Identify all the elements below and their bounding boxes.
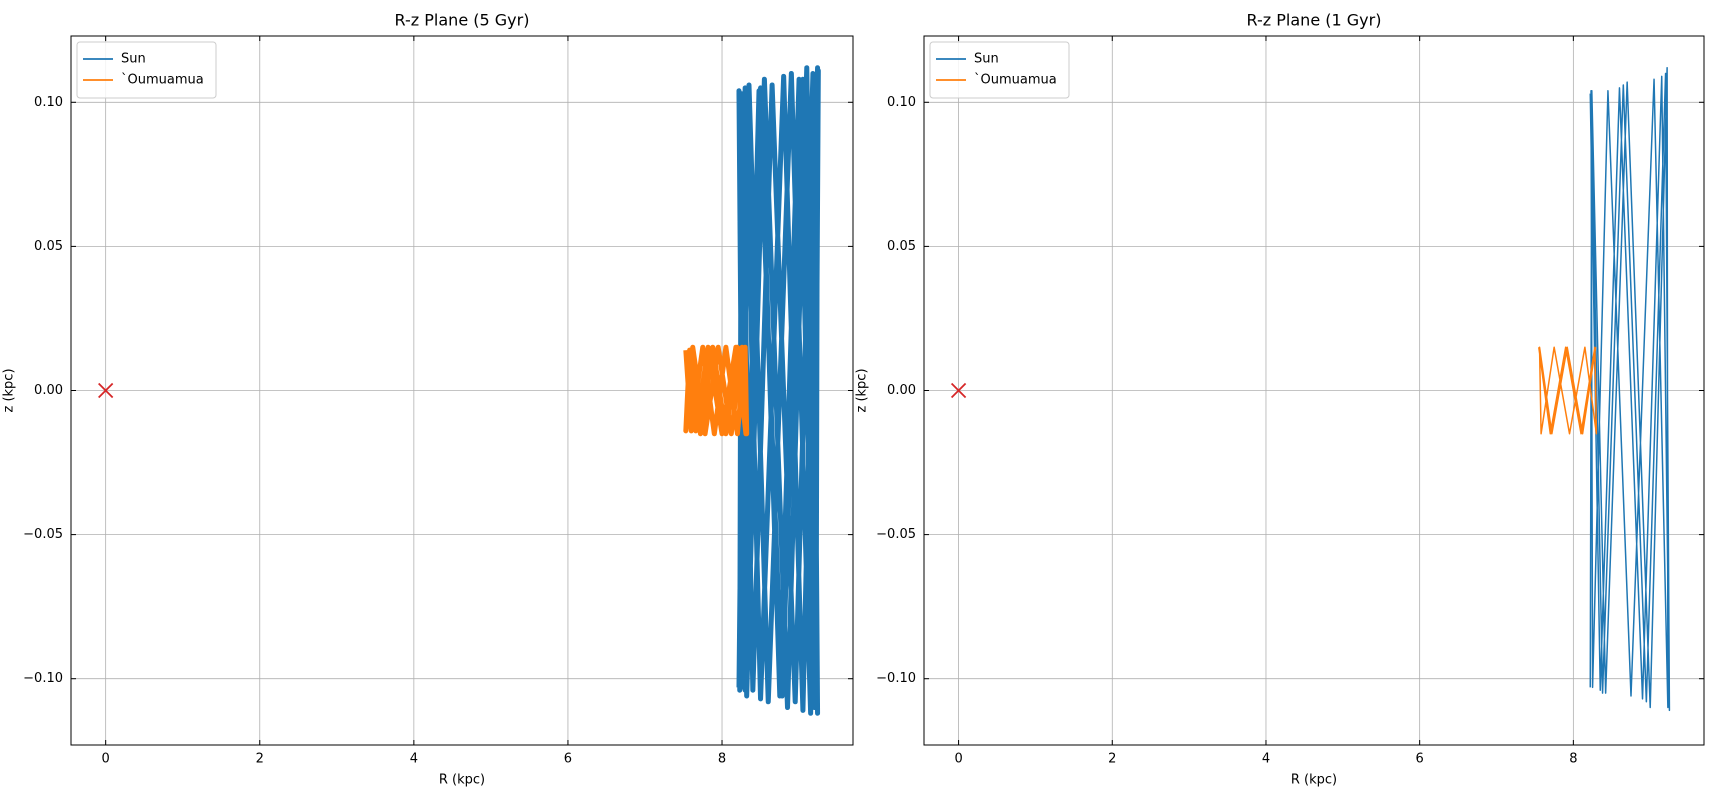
x-tick-label: 0	[102, 752, 110, 767]
center-marker	[98, 382, 114, 399]
x-tick-label: 6	[564, 752, 572, 767]
orbit-line	[683, 344, 750, 437]
y-tick-label: 0.00	[887, 383, 916, 398]
legend-label: Sun	[974, 52, 999, 67]
y-tick-label: −0.05	[876, 527, 916, 542]
x-tick-label: 2	[256, 752, 264, 767]
chart-title: R-z Plane (1 Gyr)	[1247, 11, 1382, 30]
x-tick-label: 0	[954, 752, 962, 767]
x-tick-label: 4	[410, 752, 418, 767]
y-tick-label: 0.10	[887, 95, 916, 110]
chart-title: R-z Plane (5 Gyr)	[395, 11, 530, 30]
y-tick-label: −0.10	[876, 671, 916, 686]
legend: Sun `Oumuamua	[929, 41, 1070, 99]
center-marker-cross	[98, 382, 114, 399]
legend: Sun `Oumuamua	[76, 41, 217, 99]
y-tick-label: 0.10	[34, 95, 63, 110]
legend-label: `Oumuamua	[121, 73, 204, 88]
legend-label: `Oumuamua	[974, 73, 1057, 88]
x-tick-label: 8	[718, 752, 726, 767]
y-axis-label: z (kpc)	[855, 368, 870, 412]
y-tick-label: 0.00	[34, 383, 63, 398]
axes-frame	[923, 35, 1705, 746]
x-tick-label: 8	[1569, 752, 1577, 767]
x-axis-label: R (kpc)	[439, 773, 485, 788]
x-tick-label: 4	[1262, 752, 1270, 767]
axes-frame	[70, 35, 854, 746]
legend-label: Sun	[121, 52, 146, 67]
x-tick-label: 6	[1416, 752, 1424, 767]
legend-box	[929, 41, 1070, 99]
y-tick-label: 0.05	[34, 239, 63, 254]
panel: 0 2 4 6 8 −0.10 −0.05 0.00 0.05 0.10 R-z Plane (1 …	[855, 11, 1705, 788]
orbit-line	[736, 65, 821, 716]
orbit-line	[1589, 66, 1671, 712]
y-axis-label: z (kpc)	[2, 368, 17, 412]
orbit-line	[1538, 346, 1598, 435]
x-tick-label: 2	[1108, 752, 1116, 767]
x-axis-label: R (kpc)	[1291, 773, 1337, 788]
y-tick-label: −0.10	[23, 671, 63, 686]
y-tick-label: 0.05	[887, 239, 916, 254]
center-marker	[950, 382, 967, 399]
panel: 0 2 4 6 8 −0.10 −0.05 0.00 0.05 0.10 R-z Plane (5 …	[2, 11, 854, 788]
center-marker-cross	[950, 382, 967, 399]
legend-box	[76, 41, 217, 99]
y-tick-label: −0.05	[23, 527, 63, 542]
